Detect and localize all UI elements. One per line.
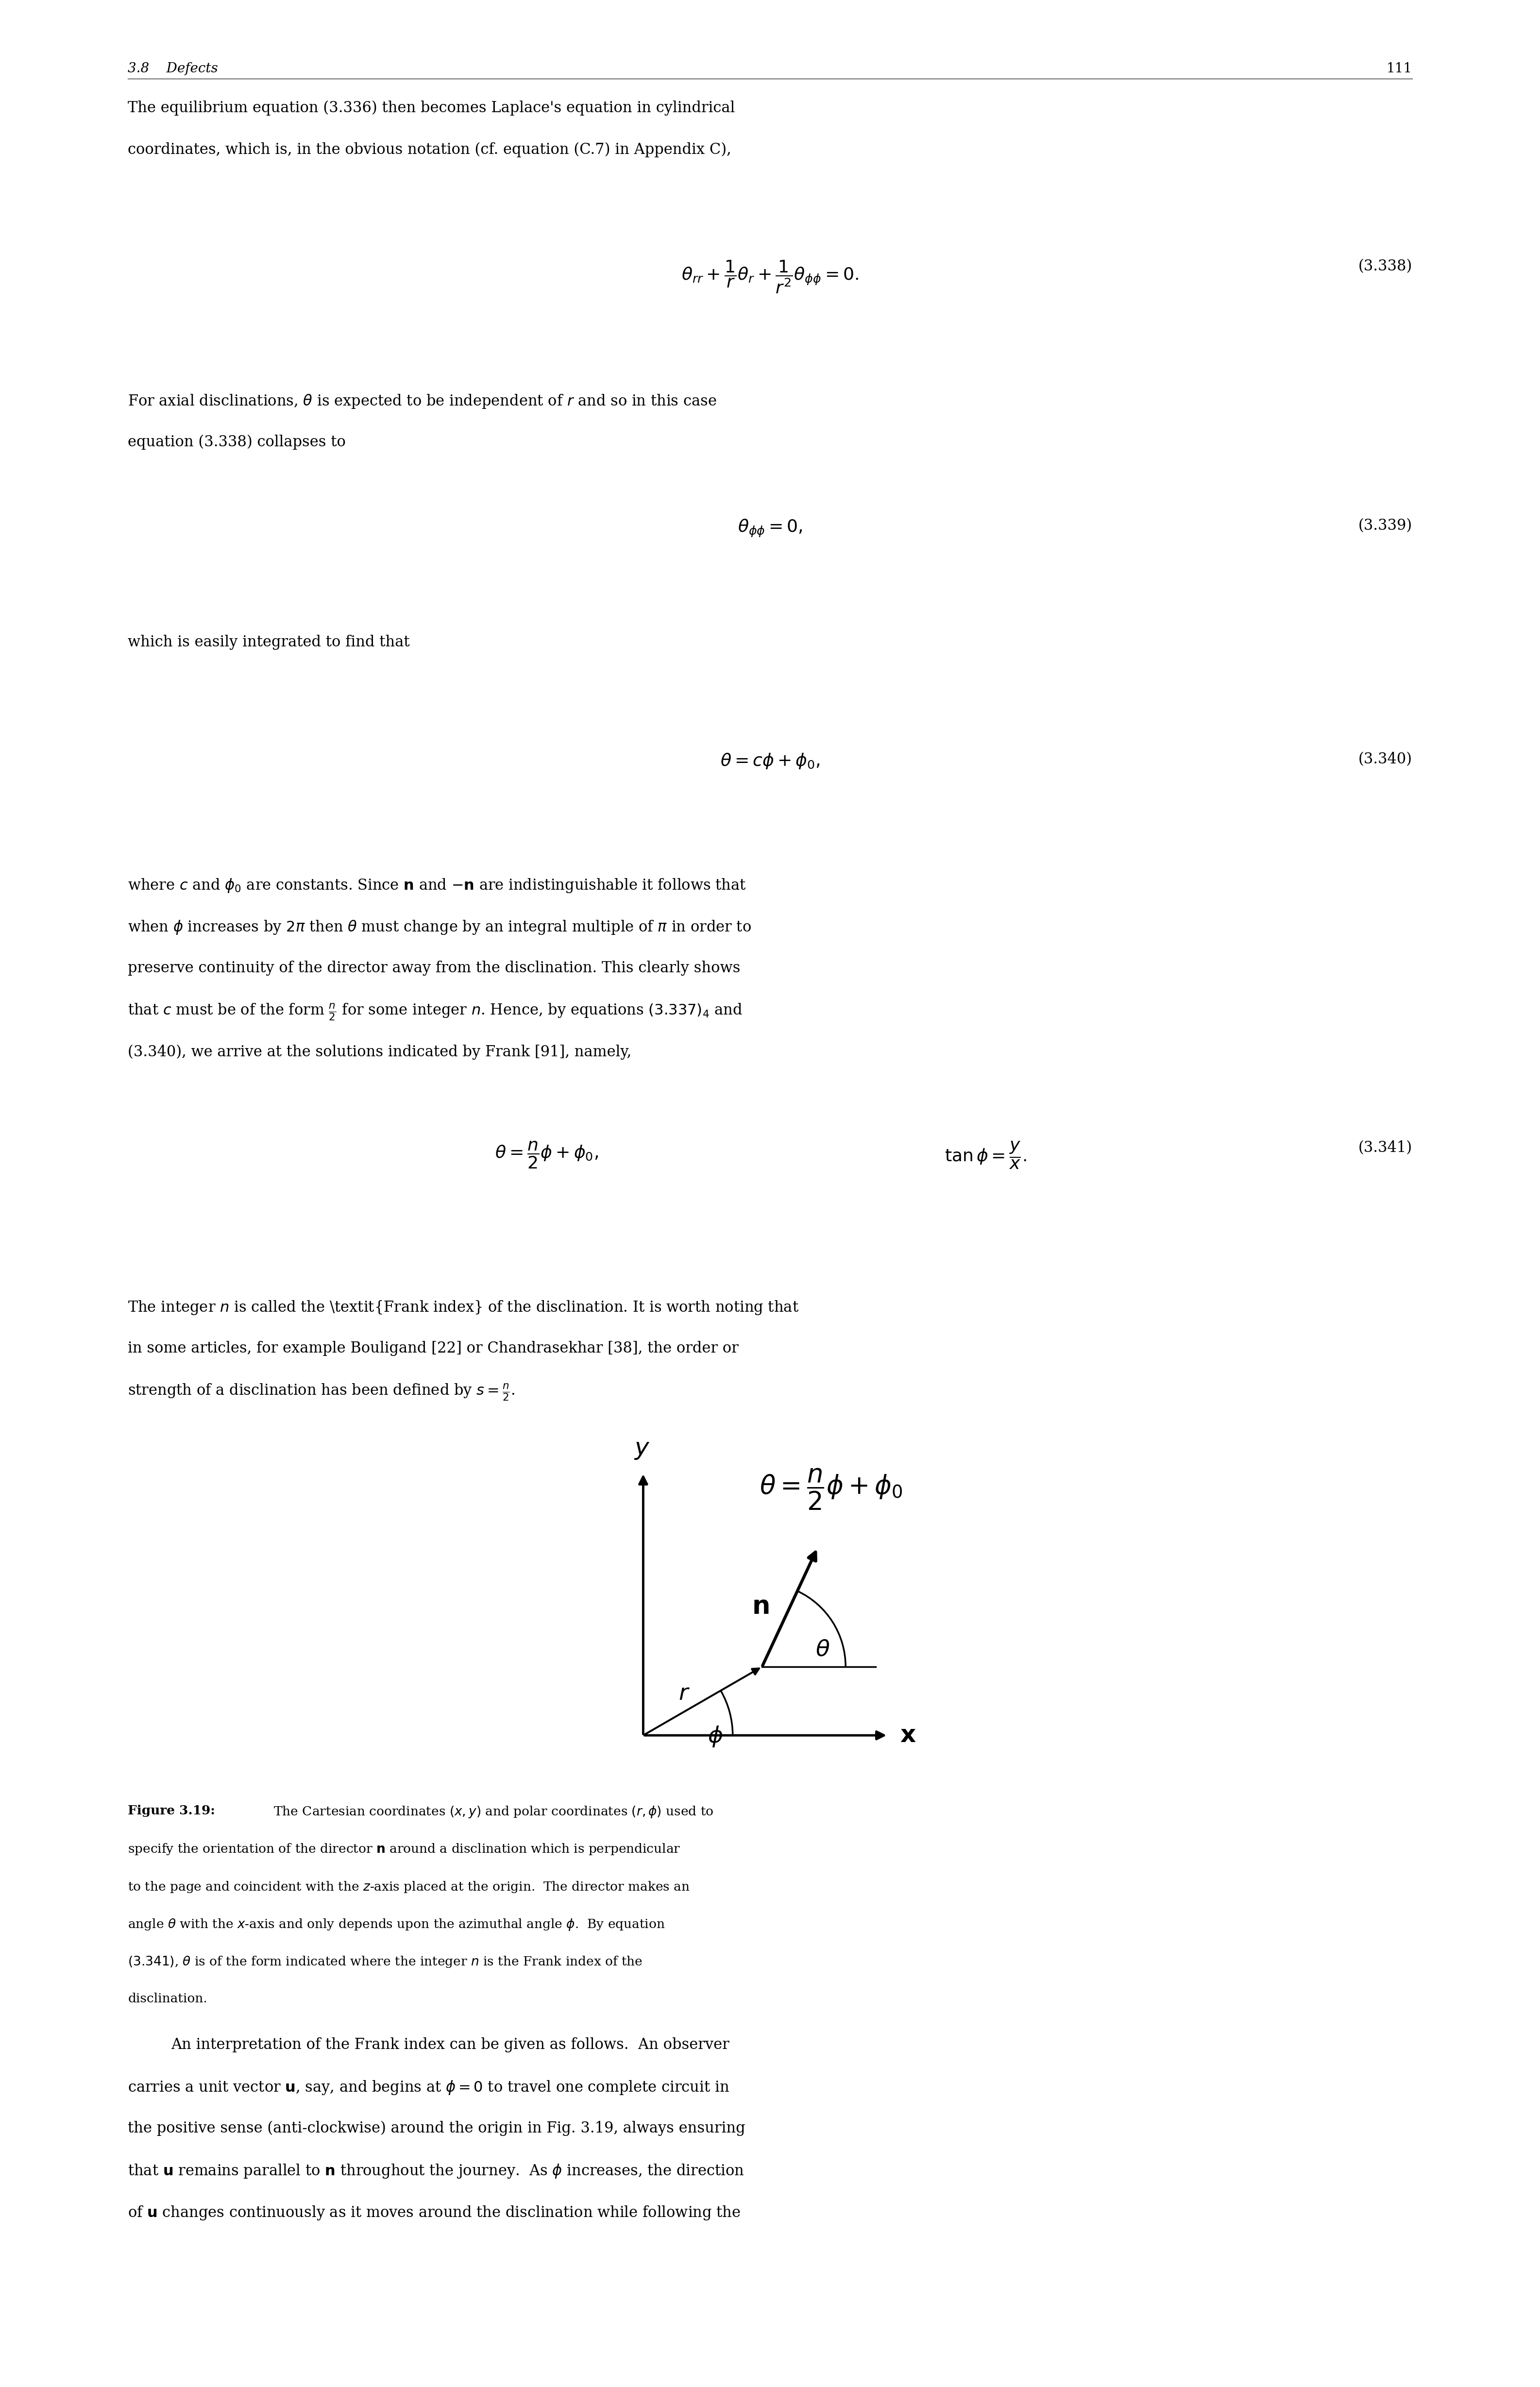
Text: 111: 111 [1386,62,1412,74]
Text: that $\mathbf{u}$ remains parallel to $\mathbf{n}$ throughout the journey.  As $: that $\mathbf{u}$ remains parallel to $\… [128,2163,744,2179]
Text: strength of a disclination has been defined by $s = \frac{n}{2}$.: strength of a disclination has been defi… [128,1382,514,1404]
Text: $\theta_{\phi\phi} = 0,$: $\theta_{\phi\phi} = 0,$ [738,518,802,539]
Text: specify the orientation of the director $\mathbf{n}$ around a disclination which: specify the orientation of the director … [128,1843,681,1857]
Text: where $c$ and $\phi_0$ are constants. Since $\mathbf{n}$ and $-\mathbf{n}$ are i: where $c$ and $\phi_0$ are constants. Si… [128,878,747,895]
Text: that $c$ must be of the form $\frac{n}{2}$ for some integer $n$. Hence, by equat: that $c$ must be of the form $\frac{n}{2… [128,1003,742,1022]
Text: For axial disclinations, $\theta$ is expected to be independent of $r$ and so in: For axial disclinations, $\theta$ is exp… [128,394,716,411]
Text: equation (3.338) collapses to: equation (3.338) collapses to [128,434,347,449]
Text: to the page and coincident with the $z$-axis placed at the origin.  The director: to the page and coincident with the $z$-… [128,1881,690,1893]
Text: The equilibrium equation (3.336) then becomes Laplace's equation in cylindrical: The equilibrium equation (3.336) then be… [128,100,735,115]
Text: (3.340), we arrive at the solutions indicated by Frank [91], namely,: (3.340), we arrive at the solutions indi… [128,1046,631,1060]
Text: when $\phi$ increases by $2\pi$ then $\theta$ must change by an integral multipl: when $\phi$ increases by $2\pi$ then $\t… [128,919,752,936]
Text: coordinates, which is, in the obvious notation (cf. equation (C.7) in Appendix C: coordinates, which is, in the obvious no… [128,143,731,158]
Text: An interpretation of the Frank index can be given as follows.  An observer: An interpretation of the Frank index can… [171,2038,730,2053]
Text: angle $\theta$ with the $x$-axis and only depends upon the azimuthal angle $\phi: angle $\theta$ with the $x$-axis and onl… [128,1917,665,1931]
Text: The Cartesian coordinates $(x, y)$ and polar coordinates $(r, \phi)$ used to: The Cartesian coordinates $(x, y)$ and p… [269,1805,713,1819]
Text: $\theta = \dfrac{n}{2}\phi + \phi_0,$: $\theta = \dfrac{n}{2}\phi + \phi_0,$ [494,1141,599,1170]
Text: $r$: $r$ [679,1683,690,1704]
Text: $\theta = \dfrac{n}{2}\phi + \phi_0$: $\theta = \dfrac{n}{2}\phi + \phi_0$ [759,1466,902,1511]
Text: $\theta = c\phi + \phi_0,$: $\theta = c\phi + \phi_0,$ [721,752,819,771]
Text: 3.8    Defects: 3.8 Defects [128,62,219,74]
Text: (3.339): (3.339) [1358,518,1412,532]
Text: $\mathbf{n}$: $\mathbf{n}$ [752,1595,768,1618]
Text: $\tan\phi = \dfrac{y}{x}.$: $\tan\phi = \dfrac{y}{x}.$ [944,1141,1027,1170]
Text: carries a unit vector $\mathbf{u}$, say, and begins at $\phi = 0$ to travel one : carries a unit vector $\mathbf{u}$, say,… [128,2079,730,2096]
Text: $\phi$: $\phi$ [708,1723,722,1747]
Text: $y$: $y$ [633,1437,650,1461]
Text: which is easily integrated to find that: which is easily integrated to find that [128,635,410,649]
Text: preserve continuity of the director away from the disclination. This clearly sho: preserve continuity of the director away… [128,962,741,976]
Text: The integer $n$ is called the \textit{Frank index} of the disclination. It is wo: The integer $n$ is called the \textit{Fr… [128,1299,799,1315]
Text: the positive sense (anti-clockwise) around the origin in Fig. 3.19, always ensur: the positive sense (anti-clockwise) arou… [128,2122,745,2136]
Text: $\theta$: $\theta$ [816,1640,830,1661]
Text: (3.341): (3.341) [1358,1141,1412,1155]
Text: disclination.: disclination. [128,1993,208,2005]
Text: $\mathbf{x}$: $\mathbf{x}$ [899,1723,916,1747]
Text: (3.340): (3.340) [1358,752,1412,766]
Text: $\theta_{rr} + \dfrac{1}{r}\theta_r + \dfrac{1}{r^2}\theta_{\phi\phi} = 0.$: $\theta_{rr} + \dfrac{1}{r}\theta_r + \d… [681,260,859,294]
Text: Figure 3.19:: Figure 3.19: [128,1805,216,1817]
Text: $(3.341)$, $\theta$ is of the form indicated where the integer $n$ is the Frank : $(3.341)$, $\theta$ is of the form indic… [128,1955,642,1969]
Text: of $\mathbf{u}$ changes continuously as it moves around the disclination while f: of $\mathbf{u}$ changes continuously as … [128,2206,741,2222]
Text: in some articles, for example Bouligand [22] or Chandrasekhar [38], the order or: in some articles, for example Bouligand … [128,1341,739,1356]
Text: (3.338): (3.338) [1358,260,1412,275]
